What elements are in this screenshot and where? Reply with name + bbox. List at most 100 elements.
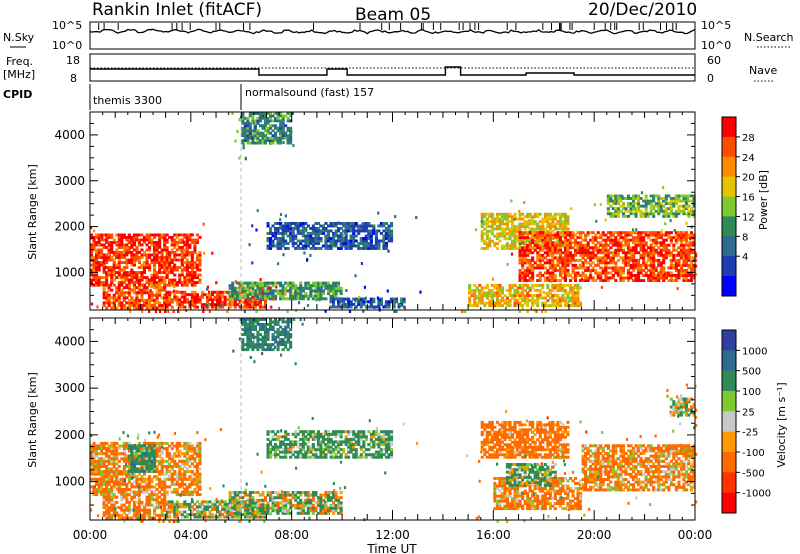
heatmap-cell — [546, 220, 550, 223]
heatmap-cell — [248, 126, 252, 130]
heatmap-cell — [500, 212, 504, 216]
heatmap-cell — [329, 297, 333, 301]
heatmap-cell — [616, 212, 620, 216]
heatmap-cell — [354, 224, 358, 228]
heatmap-cell — [498, 239, 502, 243]
heatmap-cell — [296, 244, 300, 248]
heatmap-cell — [566, 243, 570, 247]
heatmap-cell — [369, 305, 373, 309]
heatmap-cell — [526, 271, 530, 275]
heatmap-cell — [591, 241, 595, 245]
heatmap-cell — [339, 289, 343, 293]
heatmap-cell — [169, 269, 172, 273]
heatmap-cell — [105, 278, 109, 282]
heatmap-cell — [664, 238, 668, 242]
heatmap-cell — [115, 263, 119, 267]
heatmap-cell — [606, 243, 610, 247]
heatmap-cell — [614, 236, 618, 240]
heatmap-cell — [107, 444, 111, 448]
heatmap-cell — [569, 286, 573, 290]
heatmap-cell — [266, 247, 270, 250]
heatmap-cell — [130, 304, 134, 307]
heatmap-cell — [352, 237, 356, 240]
heatmap-cell — [198, 263, 202, 267]
heatmap-cell — [291, 112, 294, 115]
heatmap-cell — [145, 261, 149, 264]
heatmap-cell — [289, 281, 293, 285]
colorbar-tick-label: 8 — [742, 232, 748, 243]
heatmap-cell — [644, 241, 648, 245]
heatmap-cell — [90, 253, 94, 257]
heatmap-cell — [145, 464, 149, 468]
heatmap-cell — [387, 239, 391, 243]
heatmap-cell — [213, 295, 217, 299]
heatmap-cell — [490, 229, 494, 233]
heatmap-cell — [614, 207, 618, 211]
heatmap-cell — [160, 457, 164, 461]
heatmap-cell — [342, 229, 346, 233]
heatmap-cell — [616, 271, 620, 275]
heatmap-cell — [193, 452, 197, 456]
heatmap-cell — [503, 247, 507, 250]
heatmap-cell — [175, 281, 179, 284]
heatmap-cell — [533, 212, 537, 216]
heatmap-cell — [150, 273, 154, 277]
heatmap-cell — [148, 444, 152, 448]
heatmap-cell — [253, 131, 257, 135]
heatmap-cell — [231, 112, 234, 115]
heatmap-cell — [269, 112, 273, 115]
heatmap-cell — [301, 289, 305, 293]
heatmap-cell — [148, 485, 152, 489]
heatmap-cell — [102, 271, 106, 274]
heatmap-cell — [107, 241, 111, 244]
heatmap-cell — [97, 253, 101, 257]
heatmap-cell — [664, 207, 668, 211]
heatmap-cell — [92, 268, 96, 272]
heatmap-cell — [122, 490, 126, 494]
heatmap-cell — [160, 288, 164, 292]
heatmap-cell — [533, 289, 537, 292]
heatmap-cell — [258, 294, 262, 298]
heatmap-cell — [473, 294, 477, 297]
heatmap-cell — [334, 297, 338, 301]
heatmap-cell — [604, 261, 608, 265]
heatmap-cell — [558, 256, 562, 260]
heatmap-cell — [195, 444, 199, 448]
heatmap-cell — [629, 274, 633, 277]
heatmap-cell — [619, 194, 623, 198]
heatmap-cell — [301, 224, 305, 228]
heatmap-cell — [281, 224, 285, 228]
heatmap-cell — [189, 233, 192, 237]
heatmap-cell — [105, 281, 109, 284]
heatmap-cell — [127, 480, 131, 484]
heatmap-cell — [142, 457, 146, 461]
heatmap-cell — [175, 465, 179, 468]
heatmap-cell — [488, 239, 492, 243]
heatmap-cell — [621, 231, 625, 235]
heatmap-cell — [473, 299, 477, 303]
heatmap-cell — [120, 457, 124, 461]
heatmap-cell — [311, 227, 315, 230]
heatmap-cell — [616, 269, 620, 272]
heatmap-cell — [594, 269, 598, 272]
heatmap-cell — [154, 310, 157, 313]
heatmap-cell — [548, 215, 552, 219]
heatmap-cell — [374, 244, 378, 248]
heatmap-cell — [170, 258, 174, 262]
heatmap-cell — [553, 241, 557, 245]
heatmap-cell — [183, 462, 187, 466]
heatmap-cell — [581, 246, 585, 250]
heatmap-cell — [321, 232, 325, 235]
heatmap-cell — [110, 276, 114, 279]
heatmap-cell — [674, 248, 678, 252]
heatmap-cell — [120, 480, 124, 484]
heatmap-cell — [132, 304, 136, 307]
heatmap-cell — [543, 261, 547, 265]
heatmap-cell — [500, 289, 504, 292]
heatmap-cell — [652, 246, 656, 250]
heatmap-cell — [526, 236, 530, 240]
heatmap-cell — [107, 480, 111, 484]
heatmap-cell — [158, 482, 162, 486]
heatmap-cell — [243, 136, 247, 140]
